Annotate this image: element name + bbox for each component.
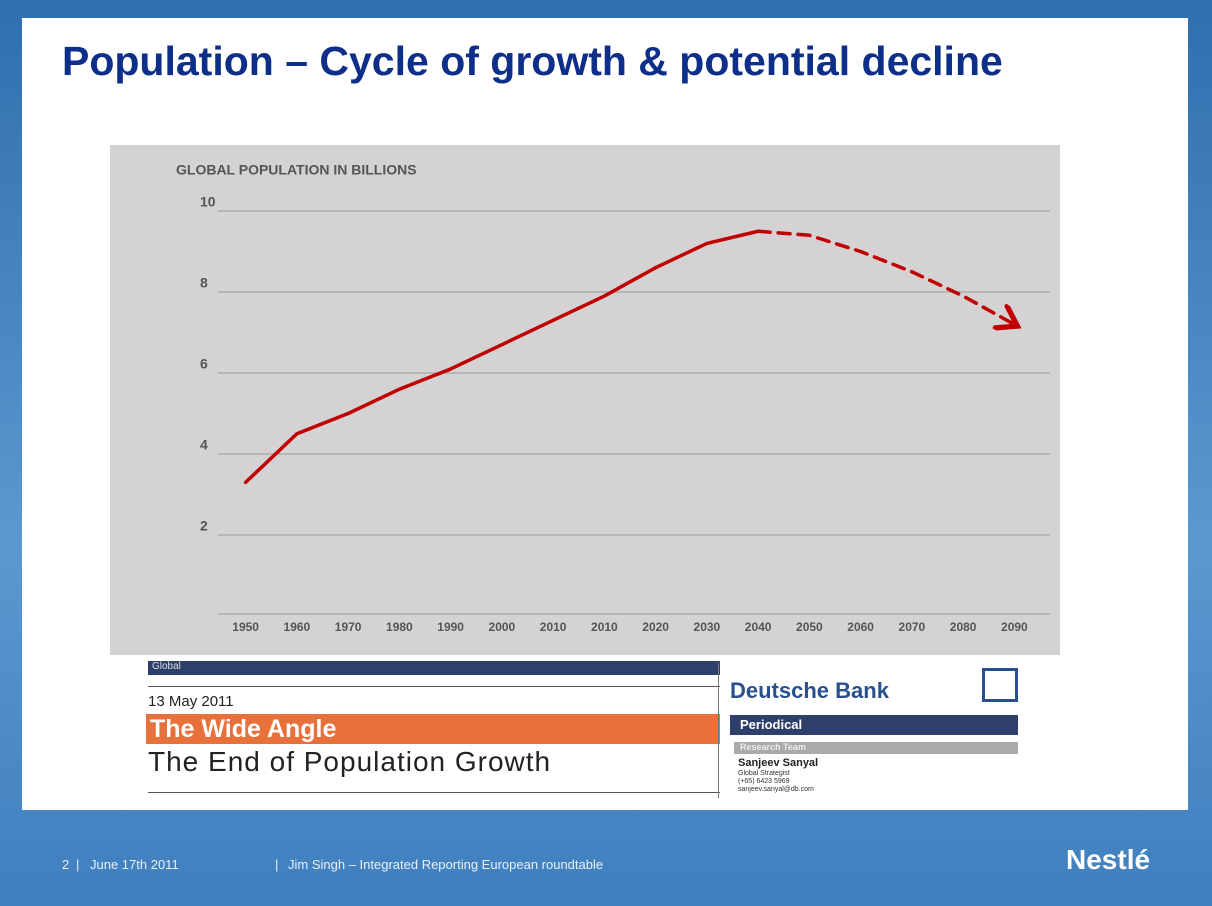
x-tick-label: 1960 [284,620,311,634]
x-tick-label: 1970 [335,620,362,634]
divider [718,663,719,798]
x-tick-label: 1950 [232,620,259,634]
separator: | [275,857,279,872]
x-tick-label: 1990 [437,620,464,634]
title-bar [146,714,720,744]
section-bar [148,661,720,675]
x-tick-label: 2030 [694,620,721,634]
y-tick-label: 2 [200,518,208,534]
page-number: 2 [62,857,70,872]
x-tick-label: 2070 [899,620,926,634]
x-tick-label: 2050 [796,620,823,634]
logo: Nestlé [1066,844,1151,875]
headline: The End of Population Growth [148,746,552,777]
separator: | [76,857,80,872]
y-tick-label: 6 [200,356,208,372]
y-tick-label: 4 [200,437,208,453]
x-tick-label: 2090 [1001,620,1028,634]
x-tick-label: 2040 [745,620,772,634]
section: Global [152,661,181,672]
kind-bar [730,715,1018,735]
team: Research Team [740,742,806,752]
x-tick-label: 2020 [642,620,669,634]
footer-date: June 17th 2011 [90,857,179,872]
kind: Periodical [740,717,803,732]
x-tick-label: 1980 [386,620,413,634]
line [756,229,1014,324]
chart-title: GLOBAL POPULATION IN BILLIONS [176,162,417,178]
rule [148,686,720,687]
series-title: The Wide Angle [150,715,337,743]
bank: Deutsche Bank [730,678,889,703]
plot-area [110,145,1060,655]
slide-title: Population – Cycle of growth & potential… [62,38,1003,84]
x-tick-label: 2000 [489,620,516,634]
y-tick-label: 10 [200,194,216,210]
x-tick-label: 2060 [847,620,874,634]
rule [148,792,720,793]
email: sanjeev.sanyal@db.com [738,786,814,793]
team-bar [734,742,1018,754]
x-tick-label: 2010 [540,620,567,634]
role: Global Strategist [738,770,790,777]
x-tick-label: 2080 [950,620,977,634]
author: Sanjeev Sanyal [738,757,819,769]
x-tick-label: 2010 [591,620,618,634]
phone: (+65) 6423 5969 [738,778,790,785]
line [243,229,760,485]
footer-event: Jim Singh – Integrated Reporting Europea… [288,857,604,872]
bank-logo [982,668,1018,702]
y-tick-label: 8 [200,275,208,291]
report-date: 13 May 2011 [148,693,234,710]
